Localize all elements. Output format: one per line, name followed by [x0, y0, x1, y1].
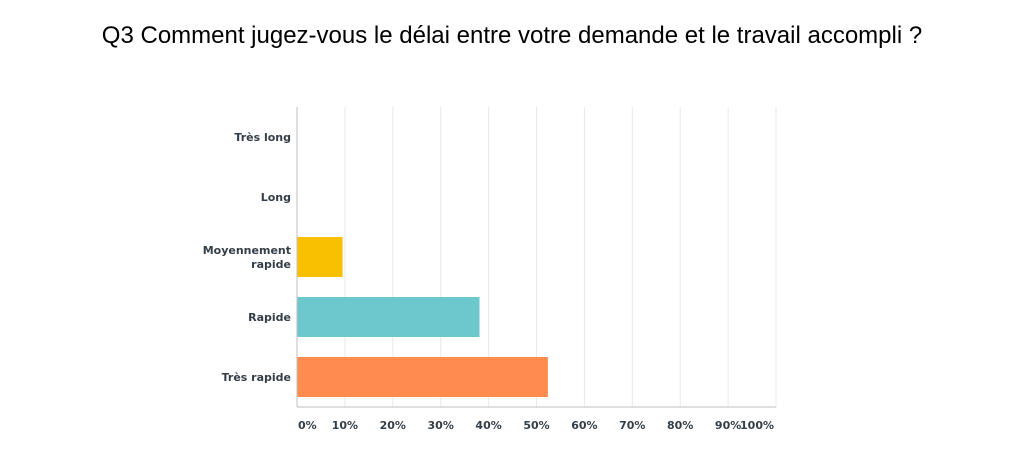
tick-label: 70% [619, 419, 645, 432]
chart-title: Q3 Comment jugez-vous le délai entre vot… [101, 22, 923, 49]
tick-label: 0% [298, 419, 317, 432]
gridlines [344, 107, 777, 407]
category-label-line: rapide [251, 258, 291, 271]
tick-labels: 0% 10% 20% 30% 40% 50% 60% 70% 80% 90%100% [298, 419, 774, 432]
tick-label: 60% [571, 419, 597, 432]
category-label: Rapide [248, 311, 291, 324]
category-labels: Très long Long Moyennement rapide Rapide Très… [203, 131, 291, 384]
tick-label: 100% [740, 419, 774, 432]
bar [297, 357, 548, 397]
bar [297, 237, 343, 277]
tick-label: 40% [475, 419, 501, 432]
bar [297, 297, 480, 337]
category-label-line: Rapide [248, 311, 291, 324]
category-label-line: Très rapide [222, 371, 291, 384]
tick-label: 50% [523, 419, 549, 432]
category-label-line: Très long [234, 131, 291, 144]
tick-label: 80% [667, 419, 693, 432]
tick-label: 30% [428, 419, 454, 432]
axes [296, 107, 776, 408]
tick-label: 20% [380, 419, 406, 432]
category-label: Très rapide [222, 371, 291, 384]
tick-label: 90% [715, 419, 741, 432]
category-label-line: Moyennement [203, 244, 291, 257]
category-label: Très long [234, 131, 291, 144]
category-label-line: Long [261, 191, 291, 204]
category-label: Long [261, 191, 291, 204]
category-label: Moyennement rapide [203, 244, 291, 271]
tick-label: 10% [332, 419, 358, 432]
bars [297, 237, 548, 397]
